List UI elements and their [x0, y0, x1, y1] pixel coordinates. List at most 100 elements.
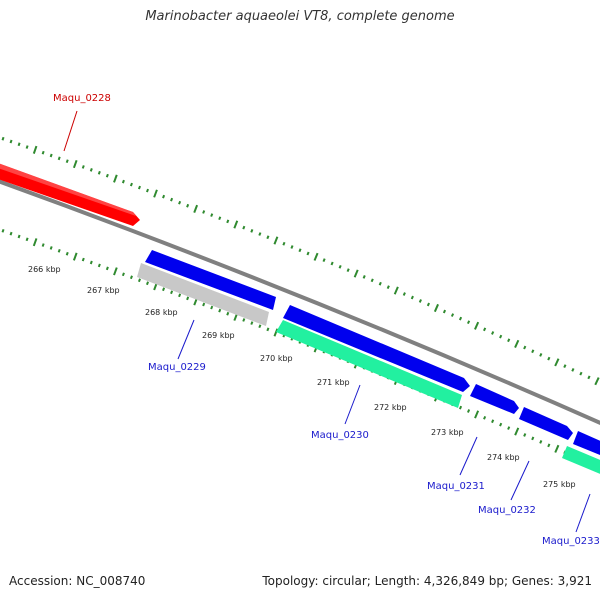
outer-ring-tick — [539, 353, 543, 357]
outer-ring-tick — [393, 286, 399, 295]
outer-ring-tick — [233, 220, 239, 229]
outer-ring-tick — [57, 156, 61, 161]
gene-arrow-maqu-0233-reverse[interactable] — [562, 446, 600, 476]
leader-line-maqu-0233 — [575, 493, 591, 533]
outer-ring-tick — [442, 309, 447, 314]
outer-ring-tick — [153, 189, 158, 198]
gene-label-maqu-0233[interactable]: Maqu_0233 — [542, 536, 600, 547]
inner-ring-tick — [499, 422, 503, 427]
inner-ring-tick — [458, 405, 463, 410]
outer-ring-tick — [450, 313, 455, 317]
inner-ring-tick — [507, 426, 511, 430]
outer-ring-tick — [258, 232, 262, 236]
outer-ring-tick — [579, 371, 583, 376]
outer-ring-tick — [402, 292, 406, 296]
outer-ring-tick — [162, 194, 166, 199]
inner-ring-tick — [17, 234, 21, 239]
inner-ring-tick — [539, 440, 543, 444]
inner-ring-tick — [129, 275, 133, 280]
outer-ring-tick — [458, 316, 463, 321]
gene-label-maqu-0231[interactable]: Maqu_0231 — [427, 481, 485, 492]
tick-label-274: 274 kbp — [487, 453, 520, 462]
tick-label-272: 272 kbp — [374, 403, 407, 412]
outer-ring-tick — [121, 179, 125, 184]
outer-ring-tick — [547, 356, 551, 361]
inner-ring-tick — [547, 443, 551, 448]
gene-label-maqu-0230[interactable]: Maqu_0230 — [311, 430, 369, 441]
outer-ring-tick — [105, 173, 109, 178]
genome-backbone — [0, 179, 600, 425]
outer-ring-tick — [113, 174, 118, 183]
inner-ring-tick — [554, 444, 560, 453]
outer-ring-tick — [193, 204, 199, 213]
inner-ring-tick — [273, 328, 279, 337]
outer-ring-tick — [418, 299, 422, 303]
outer-ring-tick — [338, 264, 342, 269]
outer-ring-tick — [483, 327, 487, 332]
inner-ring-tick — [105, 266, 109, 271]
outer-ring-tick — [1, 136, 5, 141]
gene-arrow-maqu-0230-reverse[interactable] — [276, 320, 462, 408]
outer-ring-tick — [330, 261, 334, 266]
gene-arrow-maqu-0229-forward[interactable] — [145, 250, 276, 310]
outer-ring-tick — [531, 349, 535, 354]
outer-ring-tick — [322, 258, 326, 263]
inner-ring-tick — [491, 419, 495, 424]
inner-ring-tick — [113, 267, 118, 276]
inner-ring-tick — [258, 324, 262, 329]
inner-ring-tick — [89, 260, 93, 265]
leader-line-maqu-0230 — [344, 384, 361, 425]
outer-ring-tick — [410, 295, 414, 300]
inner-ring-tick — [483, 415, 487, 420]
outer-ring-tick — [313, 252, 319, 261]
outer-ring-tick — [466, 320, 471, 325]
outer-ring-tick — [433, 303, 439, 313]
outer-ring-tick — [426, 302, 430, 307]
inner-ring-tick — [467, 409, 471, 413]
tick-label-267: 267 kbp — [87, 286, 120, 295]
inner-ring-tick — [41, 243, 45, 247]
outer-ring-tick — [49, 153, 53, 158]
inner-ring-tick — [146, 281, 149, 286]
gene-label-maqu-0232[interactable]: Maqu_0232 — [478, 505, 536, 516]
outer-ring-tick — [65, 159, 69, 164]
inner-tick-ring — [1, 228, 600, 471]
gene-arrow-maqu-0233-forward[interactable] — [573, 431, 600, 457]
outer-ring-tick — [290, 245, 294, 249]
outer-ring-tick — [386, 285, 390, 290]
inner-ring-tick — [65, 251, 69, 256]
outer-ring-tick — [89, 168, 93, 172]
outer-ring-tick — [306, 251, 310, 256]
inner-ring-tick — [202, 302, 206, 307]
gene-arrow-maqu-0232-forward[interactable] — [519, 407, 573, 440]
outer-ring-tick — [554, 358, 560, 367]
outer-ring-tick — [41, 150, 45, 155]
outer-ring-tick — [218, 216, 222, 221]
tick-label-270: 270 kbp — [260, 354, 293, 363]
inner-ring-tick — [523, 433, 527, 437]
outer-ring-tick — [514, 339, 520, 348]
outer-ring-tick — [362, 275, 366, 279]
inner-ring-tick — [81, 257, 85, 262]
gene-arrow-maqu-0229-reverse[interactable] — [137, 263, 269, 326]
gene-label-maqu-0229[interactable]: Maqu_0229 — [148, 362, 206, 373]
gene-arrow-maqu-0231-forward[interactable] — [470, 384, 519, 414]
inner-ring-tick — [531, 436, 535, 441]
outer-ring-tick — [499, 334, 503, 339]
inner-ring-tick — [137, 278, 141, 283]
outer-ring-tick — [17, 142, 21, 147]
gene-arrow-maqu-0230-forward[interactable] — [283, 305, 470, 392]
inner-ring-tick — [218, 308, 222, 313]
inner-ring-tick — [170, 290, 174, 295]
genome-summary-text: Topology: circular; Length: 4,326,849 bp… — [262, 574, 592, 588]
outer-ring-tick — [273, 236, 279, 245]
accession-text: Accession: NC_008740 — [9, 574, 146, 588]
gene-label-maqu-0228[interactable]: Maqu_0228 — [53, 93, 111, 104]
outer-ring-tick — [474, 321, 480, 330]
inner-ring-tick — [49, 246, 53, 250]
inner-ring-tick — [9, 231, 13, 236]
inner-ring-tick — [25, 237, 29, 242]
inner-ring-tick — [250, 321, 254, 325]
tick-label-275: 275 kbp — [543, 480, 576, 489]
inner-ring-tick — [121, 272, 125, 277]
